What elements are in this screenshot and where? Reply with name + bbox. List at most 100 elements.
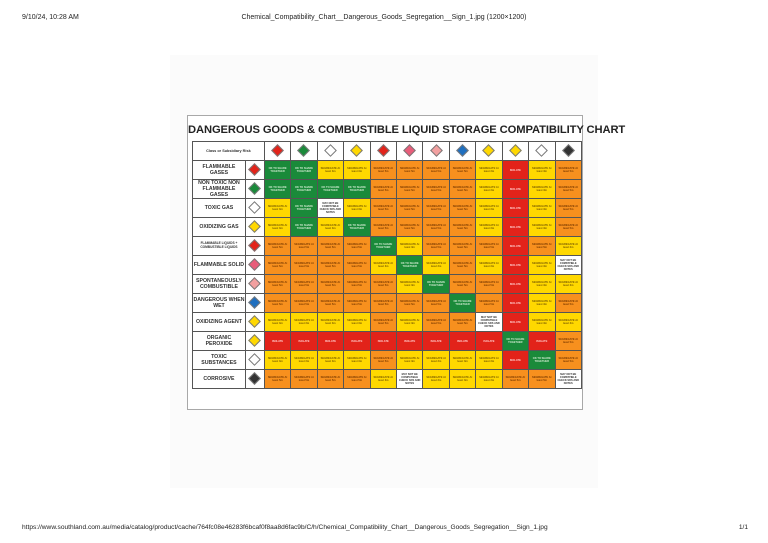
row-label: DANGEROUS WHEN WET (192, 293, 246, 313)
row-icon-cell (244, 160, 265, 180)
dangerous-when-wet-icon (248, 296, 262, 310)
row-label: ORGANIC PEROXIDE (192, 331, 246, 351)
compatibility-cell: SEGREGATE At least 5m (475, 293, 503, 313)
compatibility-cell: SEGREGATE At least 3m (343, 312, 371, 332)
compatibility-cell: SEGREGATE At least 3m (528, 312, 556, 332)
column-header (554, 141, 582, 161)
chart-row: SPONTANEOUSLY COMBUSTIBLE SEGREGATE At le… (192, 274, 582, 294)
compatibility-cell: OK TO SHARE TOGETHER (290, 160, 318, 180)
row-label: FLAMMABLE LIQUIDS + COMBUSTIBLE LIQUIDS (192, 236, 246, 256)
compatibility-cell: SEGREGATE At least 5m (395, 179, 424, 199)
compatibility-cell: ISOLATE (422, 331, 450, 351)
toxic-substance-icon (535, 144, 549, 158)
compatibility-cell: SEGREGATE At least 5m (448, 312, 477, 332)
flammable-solid-icon (403, 144, 417, 158)
compatibility-cell: SEGREGATE At least 5m (369, 350, 397, 370)
compatibility-cell: OK TO SHARE TOGETHER (290, 179, 318, 199)
compatibility-cell: SEGREGATE At least 3m (369, 255, 397, 275)
chart-row: FLAMMABLE GASES OK TO SHARE TOGETHER OK TO… (192, 160, 582, 180)
chart-row: NON TOXIC NON FLAMMABLE GASES OK TO SHARE… (192, 179, 582, 199)
compatibility-cell: SEGREGATE At least 5m (554, 217, 582, 237)
compatibility-cell: SEGREGATE At least 5m (554, 293, 582, 313)
column-header (395, 141, 424, 161)
compatibility-cell: SEGREGATE At least 5m (554, 198, 582, 218)
compatibility-cell: SEGREGATE At least 3m (554, 312, 582, 332)
compatibility-cell: ISOLATE (501, 274, 530, 294)
compatibility-cell: SEGREGATE At least 3m (316, 217, 345, 237)
column-header (528, 141, 556, 161)
dangerous-when-wet-icon (456, 144, 469, 158)
compatibility-cell: ISOLATE (528, 331, 556, 351)
compatibility-cell: SEGREGATE At least 3m (475, 217, 503, 237)
compatibility-cell: OK TO SHARE TOGETHER (501, 331, 530, 351)
compatibility-cell: SEGREGATE At least 5m (448, 217, 477, 237)
compatibility-cell: SEGREGATE At least 3m (554, 274, 582, 294)
compatibility-cell: OK TO SHARE TOGETHER (290, 198, 318, 218)
compatibility-cell: ISOLATE (501, 160, 530, 180)
oxidizing-gas-icon (350, 144, 364, 158)
organic-peroxide-icon (248, 334, 262, 348)
compatibility-cell: SEGREGATE At least 5m (290, 369, 318, 389)
compatibility-cell: SEGREGATE At least 5m (554, 331, 582, 351)
compatibility-cell: ISOLATE (501, 350, 530, 370)
chart-row: CORROSIVE SEGREGATE At least 5m SEGREGATE … (192, 369, 582, 389)
chart-row: FLAMMABLE LIQUIDS + COMBUSTIBLE LIQUIDS S… (192, 236, 582, 256)
column-header (316, 141, 345, 161)
compatibility-cell: SEGREGATE At least 5m (369, 217, 397, 237)
compatibility-cell: SEGREGATE At least 5m (448, 179, 477, 199)
compatibility-cell: SEGREGATE At least 5m (369, 198, 397, 218)
compatibility-cell: SEGREGATE At least 5m (422, 179, 450, 199)
compatibility-cell: ISOLATE (501, 198, 530, 218)
compatibility-cell: SEGREGATE At least 5m (263, 293, 292, 313)
flammable-solid-icon (248, 258, 262, 272)
compatibility-cell: SEGREGATE At least 5m (448, 274, 477, 294)
compatibility-cell: SEGREGATE At least 5m (422, 198, 450, 218)
row-label: FLAMMABLE GASES (192, 160, 246, 180)
compatibility-cell: SEGREGATE At least 5m (422, 293, 450, 313)
oxidizing-gas-icon (248, 220, 262, 234)
compatibility-cell: SEGREGATE At least 3m (316, 160, 345, 180)
compatibility-cell: SEGREGATE At least 3m (475, 160, 503, 180)
compatibility-cell: OK TO SHARE TOGETHER (263, 160, 292, 180)
compatibility-cell: SEGREGATE At least 5m (554, 350, 582, 370)
compatibility-cell: SEGREGATE At least 5m (290, 236, 318, 256)
compatibility-cell: ISOLATE (395, 331, 424, 351)
sign-title: DANGEROUS GOODS & COMBUSTIBLE LIQUID STO… (188, 124, 626, 136)
compatibility-cell: SEGREGATE At least 5m (475, 274, 503, 294)
compatibility-cell: OK TO SHARE TOGETHER (422, 274, 450, 294)
compatibility-cell: SEGREGATE At least 5m (528, 369, 556, 389)
chart-row: TOXIC SUBSTANCES SEGREGATE At least 3m SEG… (192, 350, 582, 370)
compatibility-cell: SEGREGATE At least 3m (528, 255, 556, 275)
compatibility-cell: SEGREGATE At least 5m (263, 236, 292, 256)
compatibility-cell: SEGREGATE At least 3m (290, 350, 318, 370)
oxidizing-agent-icon (248, 315, 262, 329)
compatibility-cell: MAY NOT BE COMPATIBLE CHECK SDS AND NOTE… (395, 369, 424, 389)
row-label: CORROSIVE (192, 369, 246, 389)
compatibility-cell: SEGREGATE At least 3m (263, 217, 292, 237)
compatibility-cell: MAY NOT BE COMPATIBLE CHECK SDS AND NOTE… (475, 312, 503, 332)
row-icon-cell (244, 350, 265, 370)
compatibility-cell: OK TO SHARE TOGETHER (369, 236, 397, 256)
compatibility-cell: SEGREGATE At least 5m (263, 255, 292, 275)
compatibility-cell: SEGREGATE At least 5m (395, 160, 424, 180)
flammable-liquid-icon (376, 144, 390, 158)
print-document-title: Chemical_Compatibility_Chart__Dangerous_… (241, 14, 527, 21)
print-page-number: 1/1 (738, 524, 748, 531)
compatibility-cell: SEGREGATE At least 3m (422, 350, 450, 370)
compatibility-cell: ISOLATE (316, 331, 345, 351)
row-label: FLAMMABLE SOLID (192, 255, 246, 275)
column-header (369, 141, 397, 161)
column-header (448, 141, 477, 161)
compatibility-cell: SEGREGATE At least 3m (528, 179, 556, 199)
compatibility-cell: ISOLATE (343, 331, 371, 351)
compatibility-cell: ISOLATE (448, 331, 477, 351)
compatibility-cell: ISOLATE (501, 179, 530, 199)
compatibility-cell: SEGREGATE At least 5m (422, 236, 450, 256)
column-header (263, 141, 292, 161)
compatibility-cell: SEGREGATE At least 5m (316, 236, 345, 256)
compatibility-cell: SEGREGATE At least 3m (475, 255, 503, 275)
compatibility-cell: SEGREGATE At least 3m (528, 293, 556, 313)
chart-row: TOXIC GAS SEGREGATE At least 3m OK TO SHAR… (192, 198, 582, 218)
compatibility-cell: SEGREGATE At least 3m (343, 350, 371, 370)
chart-row: OXIDIZING AGENT SEGREGATE At least 3m SEGR… (192, 312, 582, 332)
